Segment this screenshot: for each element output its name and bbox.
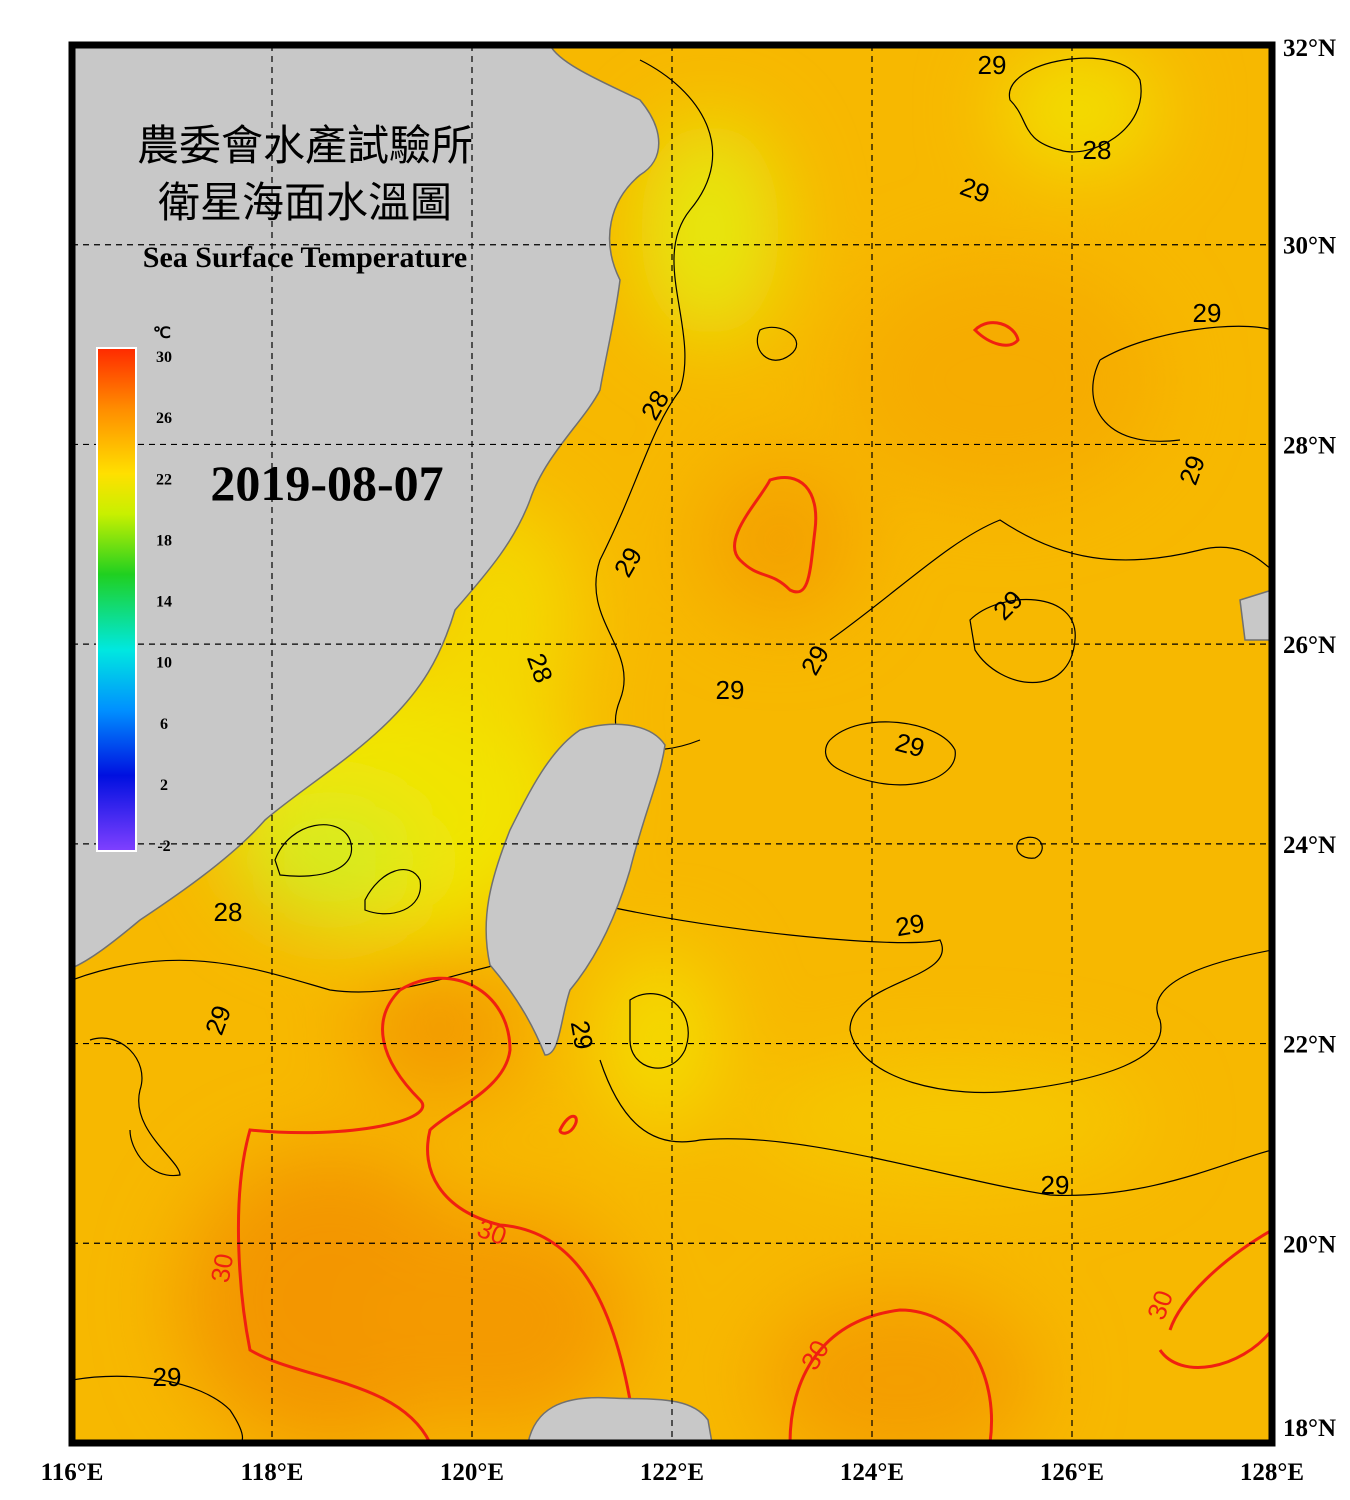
lon-label: 124°E <box>840 1459 904 1486</box>
contour-label: 29 <box>1041 1170 1070 1200</box>
lat-label: 24°N <box>1283 832 1336 859</box>
lat-label: 20°N <box>1283 1231 1336 1258</box>
graticule <box>72 45 1272 1443</box>
isotherms <box>72 57 1272 1443</box>
lat-label: 30°N <box>1283 233 1336 260</box>
lat-label: 28°N <box>1283 432 1336 459</box>
date: 2019-08-07 <box>210 455 443 511</box>
colorbar-tick-label: 6 <box>160 716 168 733</box>
lon-label: 120°E <box>440 1459 504 1486</box>
contour-label: 29 <box>565 1018 600 1052</box>
title-zh-2: 衛星海面水溫圖 <box>158 181 452 227</box>
title-en: Sea Surface Temperature <box>143 241 467 274</box>
contour-label: 29 <box>716 675 745 705</box>
lon-label: 122°E <box>640 1459 704 1486</box>
lat-label: 18°N <box>1283 1415 1336 1442</box>
lon-label: 128°E <box>1240 1459 1304 1486</box>
colorbar-tick-label: 30 <box>156 349 172 366</box>
lon-label: 118°E <box>241 1459 304 1486</box>
colorbar <box>96 347 137 852</box>
colorbar-tick-label: 18 <box>156 532 172 549</box>
contour-label: 28 <box>1083 135 1112 165</box>
land <box>72 45 1272 1443</box>
colorbar-tick-label: 10 <box>156 655 172 672</box>
map-frame <box>68 41 1276 1447</box>
colorbar-unit: ℃ <box>153 325 171 342</box>
contour-label: 29 <box>1193 298 1222 328</box>
colorbar-tick-label: 14 <box>156 594 172 611</box>
colorbar-tick-label: 22 <box>156 471 172 488</box>
colorbar-tick-label: 26 <box>156 410 172 427</box>
contour-label: 29 <box>893 908 927 943</box>
lon-label: 126°E <box>1040 1459 1104 1486</box>
contour-label: 29 <box>978 50 1007 80</box>
lat-label: 26°N <box>1283 632 1336 659</box>
lon-label: 116°E <box>41 1459 104 1486</box>
colorbar-tick-label: 2 <box>160 777 168 794</box>
contour-label: 30 <box>205 1251 240 1285</box>
lat-label: 22°N <box>1283 1032 1336 1059</box>
lat-label: 32°N <box>1283 35 1336 62</box>
contour-label: 29 <box>153 1362 182 1392</box>
colorbar-tick-label: -2 <box>157 838 170 855</box>
isotherm-30 <box>236 321 1272 1443</box>
contour-label: 28 <box>214 897 243 927</box>
title-zh-1: 農委會水產試驗所 <box>137 123 473 170</box>
